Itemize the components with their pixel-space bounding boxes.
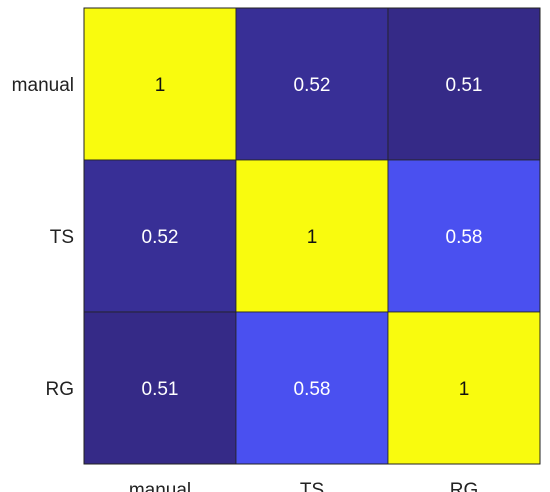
plot-area-border <box>83 7 541 465</box>
cell-value-label-1-2: 0.58 <box>446 227 483 248</box>
heatmap-cell-2-0 <box>83 311 237 465</box>
y-tick-label-rg: RG <box>46 379 75 400</box>
cell-value-label-2-1: 0.58 <box>294 379 331 400</box>
x-tick-label-rg: RG <box>450 480 479 492</box>
cell-value-label-0-2: 0.51 <box>446 75 483 96</box>
heatmap-cell-1-2 <box>387 159 541 313</box>
x-tick-label-ts: TS <box>300 480 324 492</box>
cell-value-label-0-1: 0.52 <box>294 75 331 96</box>
heatmap-cell-2-1 <box>235 311 389 465</box>
x-axis-tick-labels: manual TS RG <box>129 480 478 492</box>
cell-value-label-0-0: 1 <box>155 75 166 96</box>
x-tick-label-manual: manual <box>129 480 191 492</box>
cell-value-label-1-1: 1 <box>307 227 318 248</box>
heatmap-cell-0-0 <box>83 7 237 161</box>
cell-value-label-2-2: 1 <box>459 379 470 400</box>
heatmap-cell-0-1 <box>235 7 389 161</box>
heatmap-cells <box>83 7 541 465</box>
y-tick-label-ts: TS <box>50 227 74 248</box>
cell-value-label-2-0: 0.51 <box>142 379 179 400</box>
y-tick-label-manual: manual <box>12 75 74 96</box>
cell-value-label-1-0: 0.52 <box>142 227 179 248</box>
heatmap-cell-1-1 <box>235 159 389 313</box>
heatmap-cell-1-0 <box>83 159 237 313</box>
y-axis-tick-labels: manual TS RG <box>12 75 74 400</box>
heatmap-cell-labels: 1 0.52 0.51 0.52 1 0.58 0.51 0.58 1 <box>142 75 483 400</box>
